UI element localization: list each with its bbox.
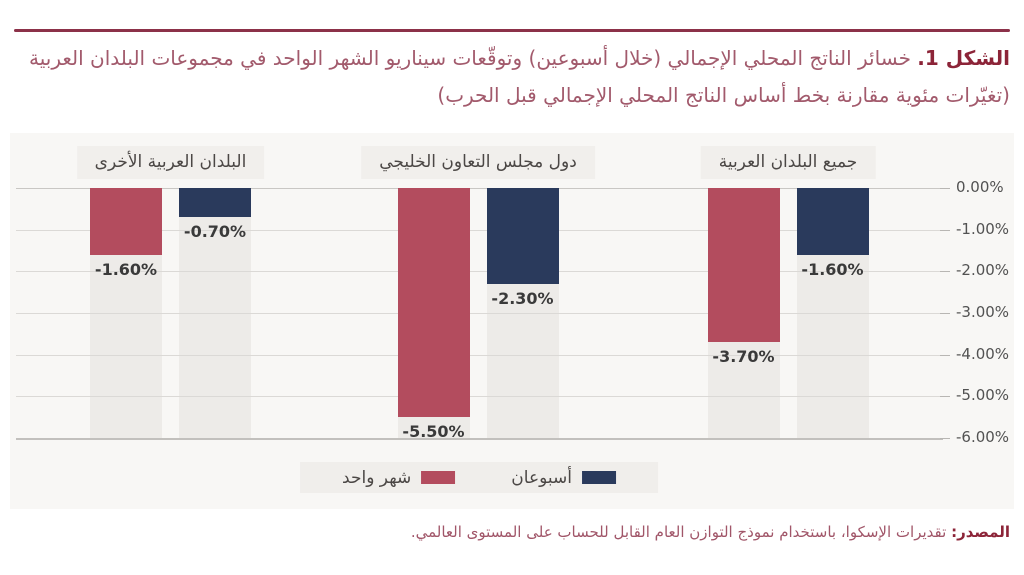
y-axis-tick: [940, 396, 950, 398]
y-axis-tick-label: -5.00%: [956, 386, 1010, 405]
y-axis-tick: [940, 188, 950, 189]
legend-item: شهر واحد: [342, 467, 456, 488]
y-axis-tick-label: -3.00%: [956, 303, 1010, 321]
y-axis-tick-label: -2.00%: [956, 261, 1010, 280]
bar-two-weeks: [796, 188, 869, 255]
category-label: جميع البلدان العربية: [700, 146, 876, 179]
gridline: [16, 188, 943, 189]
bar-two-weeks: [486, 188, 559, 284]
bar-value-label: -2.30%: [491, 288, 554, 308]
gridline: [16, 354, 943, 356]
bar-one-month: [707, 188, 780, 343]
y-axis-tick: [940, 271, 950, 273]
bar-value-label: -1.60%: [801, 259, 864, 279]
category-label: دول مجلس التعاون الخليجي: [361, 146, 595, 179]
legend: أسبوعان شهر واحد: [300, 462, 658, 493]
category-label: البلدان العربية الأخرى: [76, 146, 265, 179]
gridline: [16, 396, 943, 398]
y-axis-tick: [940, 354, 950, 356]
gridline: [16, 438, 943, 441]
bar-value-label: -0.70%: [183, 222, 247, 242]
legend-item: أسبوعان: [511, 468, 616, 488]
source-note: المصدر: تقديرات الإسكوا، باستخدام نموذج …: [14, 520, 1010, 544]
bar-one-month: [397, 188, 470, 418]
y-axis-tick: [940, 438, 950, 440]
source-text: تقديرات الإسكوا، باستخدام نموذج التوازن …: [410, 523, 952, 541]
legend-swatch-icon: [581, 471, 616, 484]
y-axis-tick: [940, 229, 950, 231]
gridline: [16, 271, 943, 273]
source-label: المصدر:: [951, 523, 1010, 541]
legend-label: شهر واحد: [342, 467, 412, 488]
y-axis-tick: [940, 313, 950, 314]
bar-chart: 0.00% -1.00% -2.00% -3.00% -4.00% -5.00% -6.00…: [10, 133, 1014, 509]
y-axis-tick-label: 0.00%: [956, 178, 1004, 196]
gridline: [16, 229, 943, 231]
bar-value-label: -5.50%: [402, 422, 465, 442]
bar-value-label: -3.70%: [712, 347, 775, 367]
bar-one-month: [90, 188, 162, 255]
legend-swatch-icon: [421, 471, 456, 484]
bar-value-label: -1.60%: [94, 259, 158, 279]
figure-number: الشكل 1.: [917, 46, 1010, 70]
legend-label: أسبوعان: [511, 467, 572, 488]
y-axis-tick-label: -1.00%: [956, 219, 1010, 238]
y-axis-tick-label: -6.00%: [956, 428, 1010, 447]
figure-caption: الشكل 1. خسائر الناتج المحلي الإجمالي (خ…: [14, 40, 1010, 114]
gridline: [16, 313, 943, 314]
y-axis-tick-label: -4.00%: [956, 344, 1010, 363]
figure-caption-text: خسائر الناتج المحلي الإجمالي (خلال أسبوع…: [29, 46, 1010, 107]
title-rule: [14, 29, 1010, 32]
bar-two-weeks: [179, 188, 251, 218]
